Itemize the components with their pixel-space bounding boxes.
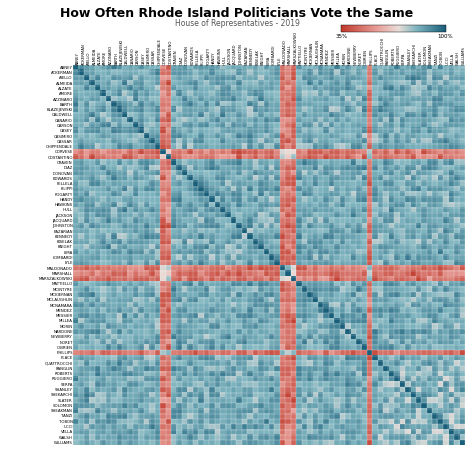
- Text: House of Representatives - 2019: House of Representatives - 2019: [174, 19, 300, 28]
- Text: How Often Rhode Island Politicians Vote the Same: How Often Rhode Island Politicians Vote …: [60, 7, 414, 20]
